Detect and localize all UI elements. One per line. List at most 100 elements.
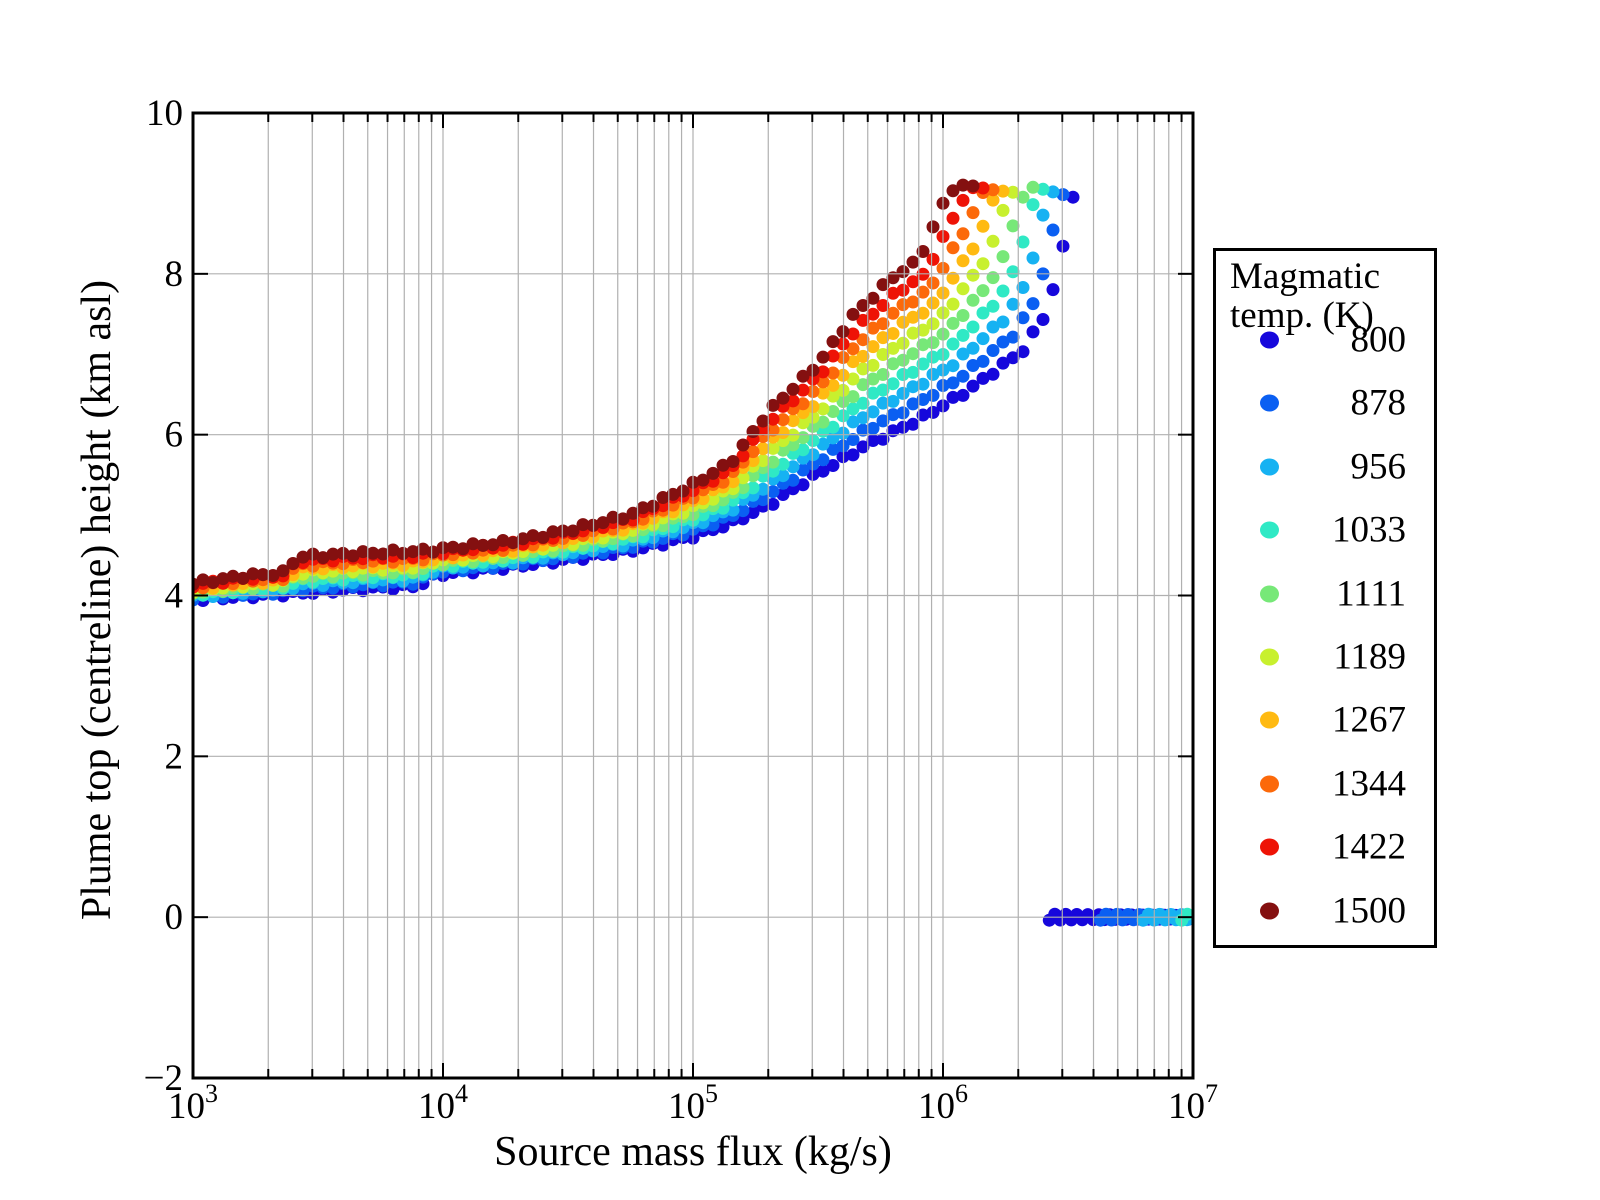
scatter-point <box>256 568 270 582</box>
scatter-point <box>916 393 930 406</box>
scatter-point <box>736 504 750 518</box>
scatter-point <box>926 405 940 419</box>
scatter-point <box>886 424 900 438</box>
scatter-point <box>396 546 410 560</box>
scatter-point <box>906 310 920 324</box>
scatter-point <box>846 448 860 462</box>
scatter-point <box>756 482 770 496</box>
scatter-point <box>346 549 360 563</box>
scatter-point <box>1016 281 1030 294</box>
scatter-point <box>786 382 800 396</box>
scatter-point <box>246 567 260 581</box>
legend-entry-label: 1344 <box>1332 763 1406 805</box>
scatter-point <box>896 298 910 312</box>
gridlines <box>193 113 1193 1078</box>
scatter-point <box>706 492 720 506</box>
scatter-point <box>676 484 690 498</box>
scatter-point <box>796 369 810 383</box>
scatter-point <box>456 542 470 556</box>
scatter-point <box>276 564 290 578</box>
scatter-point <box>1036 182 1050 196</box>
scatter-point <box>996 203 1010 217</box>
legend-marker-icon <box>1260 711 1279 729</box>
scatter-point <box>706 518 720 532</box>
legend-marker-icon <box>1260 902 1279 920</box>
legend-marker-icon <box>1260 775 1279 793</box>
scatter-point <box>306 547 320 561</box>
scatter-point <box>806 467 820 481</box>
scatter-point <box>966 379 980 393</box>
scatter-point <box>916 245 930 258</box>
y-tick-label: 0 <box>165 897 184 938</box>
y-tick-label: −2 <box>144 1058 183 1099</box>
legend: Magmatic temp. (K) 800 878 956 1033 1111 1189… <box>1213 248 1437 948</box>
scatter-point <box>886 306 900 320</box>
scatter-point <box>926 336 940 350</box>
scatter-point <box>826 420 840 434</box>
scatter-point <box>816 453 830 467</box>
scatter-point <box>826 366 840 380</box>
scatter-point <box>796 416 810 430</box>
scatter-point <box>546 525 560 539</box>
scatter-point <box>906 295 920 309</box>
scatter-point <box>906 275 920 289</box>
scatter-point <box>916 408 930 422</box>
scatter-point <box>816 415 830 429</box>
scatter-point <box>926 367 940 381</box>
scatter-point <box>806 457 820 471</box>
scatter-point <box>856 378 870 392</box>
scatter-point <box>946 376 960 390</box>
scatter-point <box>896 315 910 329</box>
scatter-point <box>846 402 860 416</box>
scatter-point <box>926 388 940 402</box>
scatter-point <box>926 350 940 364</box>
scatter-point <box>956 178 970 192</box>
scatter-point <box>856 333 870 347</box>
scatter-point <box>736 438 750 452</box>
scatter-point <box>656 491 670 504</box>
scatter-point <box>786 473 800 487</box>
scatter-point <box>946 297 960 311</box>
scatter-point <box>756 414 770 428</box>
scatter-point <box>976 371 990 385</box>
scatter-point <box>926 317 940 331</box>
scatter-point <box>896 406 910 420</box>
scatter-point <box>806 448 820 462</box>
scatter-point <box>976 284 990 298</box>
y-axis-title: Plume top (centreline) height (km asl) <box>74 279 120 921</box>
scatter-point <box>1026 198 1040 212</box>
scatter-point <box>956 254 970 268</box>
scatter-point <box>916 323 930 337</box>
scatter-point <box>466 537 480 551</box>
scatter-point <box>1056 188 1070 202</box>
scatter-point <box>956 227 970 241</box>
scatter-point <box>536 530 550 544</box>
scatter-point <box>896 353 910 367</box>
scatter-point <box>786 438 800 452</box>
legend-entry-1344: 1344 <box>1216 763 1434 805</box>
scatter-point <box>1026 180 1040 194</box>
scatter-point <box>866 321 880 335</box>
scatter-point <box>956 347 970 361</box>
scatter-point <box>906 380 920 394</box>
scatter-point <box>1056 239 1070 253</box>
scatter-point <box>866 340 880 354</box>
y-tick-label: 8 <box>165 254 184 295</box>
scatter-point <box>826 405 840 418</box>
scatter-point <box>756 454 770 468</box>
legend-marker-icon <box>1260 648 1279 666</box>
scatter-point <box>786 394 800 408</box>
scatter-point <box>746 425 760 438</box>
scatter-point <box>966 179 980 193</box>
scatter-point <box>766 497 780 511</box>
scatter-point <box>916 306 930 320</box>
scatter-point <box>826 335 840 349</box>
scatter-point <box>876 383 890 397</box>
scatter-point <box>926 252 940 266</box>
scatter-point <box>866 386 880 400</box>
scatter-point <box>1006 297 1020 311</box>
scatter-point <box>806 363 820 377</box>
legend-title-line2: temp. (K) <box>1230 295 1374 336</box>
y-tick-label: 10 <box>146 93 183 134</box>
